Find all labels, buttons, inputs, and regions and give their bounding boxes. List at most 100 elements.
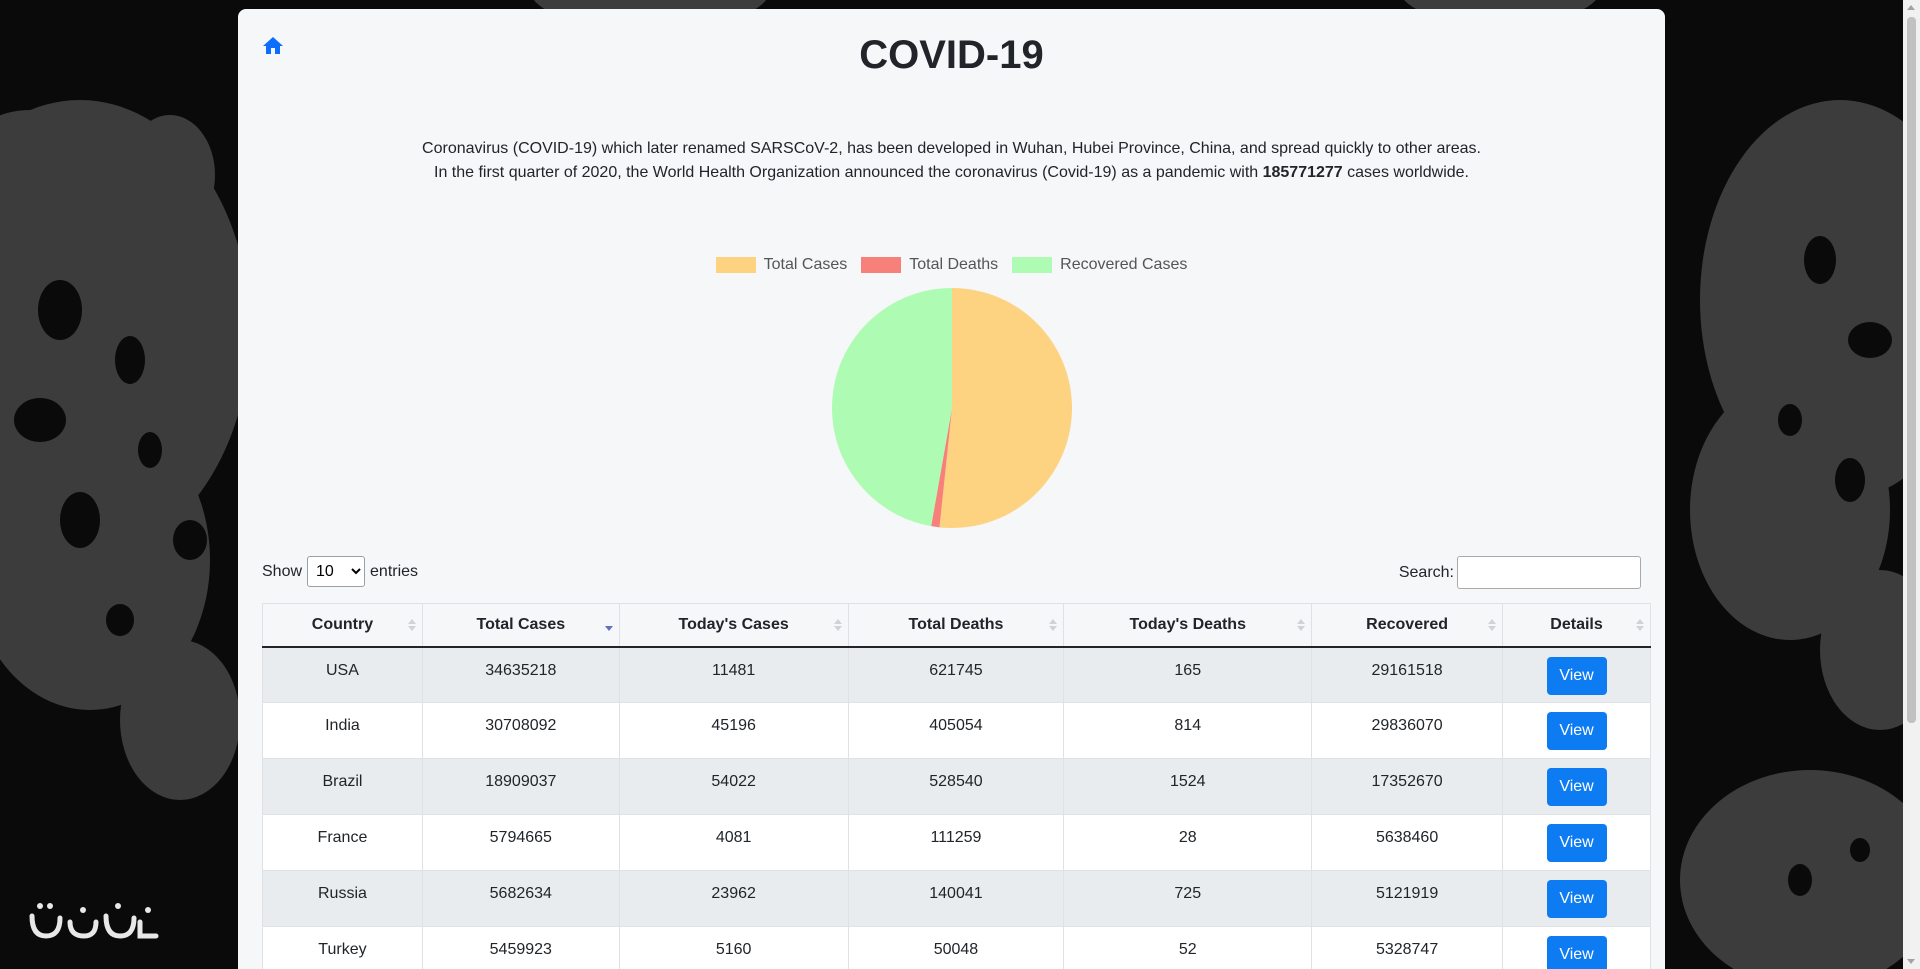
table-cell: 5638460 [1311, 814, 1504, 871]
table-row: India 30708092 45196 405054 814 29836070 View [262, 702, 1651, 759]
scroll-up-arrow-icon[interactable] [1907, 5, 1915, 10]
legend-item[interactable]: Total Deaths [861, 256, 998, 274]
table-search: Search: [1399, 556, 1641, 589]
legend-swatch [1012, 257, 1053, 273]
details-cell: View [1502, 758, 1651, 815]
table-cell: 165 [1063, 646, 1313, 703]
table-cell: 17352670 [1311, 758, 1504, 815]
legend-item[interactable]: Recovered Cases [1012, 256, 1187, 274]
table-cell: Russia [262, 870, 423, 927]
sort-both-icon [1488, 619, 1497, 631]
scroll-down-arrow-icon[interactable] [1907, 959, 1915, 964]
sort-both-icon [1049, 619, 1058, 631]
legend-item[interactable]: Total Cases [715, 256, 848, 274]
column-header-today-s-deaths[interactable]: Today's Deaths [1063, 603, 1313, 648]
details-cell: View [1502, 926, 1651, 969]
table-row: Turkey 5459923 5160 50048 52 5328747 View [262, 926, 1651, 969]
table-cell: 30708092 [421, 702, 620, 759]
view-button[interactable]: View [1546, 824, 1607, 862]
view-button[interactable]: View [1546, 768, 1607, 806]
table-cell: 28 [1063, 814, 1313, 871]
table-cell: 5121919 [1311, 870, 1504, 927]
pie-slice-total-cases[interactable] [939, 288, 1072, 528]
intro-line-2-suffix: cases worldwide. [1347, 164, 1469, 181]
table-cell: 1524 [1063, 758, 1313, 815]
table-cell: Turkey [262, 926, 423, 969]
table-cell: 23962 [618, 870, 849, 927]
column-header-details[interactable]: Details [1502, 603, 1651, 648]
column-header-label: Total Deaths [908, 615, 1004, 633]
table-cell: 5682634 [421, 870, 620, 927]
countries-table: Country Total Cases Today's Cases Total Dea… [262, 603, 1651, 969]
chart-legend: Total Cases Total Deaths Recovered Cases [238, 256, 1665, 274]
home-icon[interactable] [262, 35, 284, 55]
details-cell: View [1502, 814, 1651, 871]
intro-text: Coronavirus (COVID-19) which later renam… [238, 137, 1665, 185]
column-header-recovered[interactable]: Recovered [1311, 603, 1504, 648]
column-header-label: Details [1550, 615, 1603, 633]
column-header-country[interactable]: Country [262, 603, 423, 648]
table-cell: USA [262, 646, 423, 703]
search-input[interactable] [1457, 556, 1641, 589]
legend-label: Total Deaths [909, 256, 999, 273]
table-header-row: Country Total Cases Today's Cases Total Dea… [262, 603, 1651, 648]
table-cell: France [262, 814, 423, 871]
scrollbar-thumb[interactable] [1907, 17, 1916, 723]
intro-line-2: In the first quarter of 2020, the World … [238, 161, 1665, 185]
watermark-logo [29, 903, 159, 939]
main-card: COVID-19 Coronavirus (COVID-19) which la… [238, 9, 1665, 969]
table-cell: 52 [1063, 926, 1313, 969]
table-row: USA 34635218 11481 621745 165 29161518 View [262, 646, 1651, 703]
view-button[interactable]: View [1546, 656, 1607, 695]
legend-label: Total Cases [763, 256, 848, 273]
table-cell: 4081 [618, 814, 849, 871]
pie-slice-recovered-cases[interactable] [832, 288, 952, 527]
table-cell: 5160 [618, 926, 849, 969]
table-row: Brazil 18909037 54022 528540 1524 17352670 Vie… [262, 758, 1651, 815]
table-cell: 621745 [847, 646, 1065, 703]
sort-both-icon [833, 619, 842, 631]
page-scrollbar[interactable] [1903, 0, 1920, 969]
table-cell: 5794665 [421, 814, 620, 871]
table-cell: 405054 [847, 702, 1065, 759]
worldwide-cases-count: 185771277 [1262, 164, 1343, 181]
details-cell: View [1502, 702, 1651, 759]
page-title: COVID-19 [859, 33, 1044, 77]
table-cell: 45196 [618, 702, 849, 759]
column-header-today-s-cases[interactable]: Today's Cases [618, 603, 849, 648]
table-cell: 50048 [847, 926, 1065, 969]
legend-swatch [715, 257, 756, 273]
table-cell: 34635218 [421, 646, 620, 703]
details-cell: View [1502, 646, 1651, 703]
column-header-label: Today's Cases [678, 615, 789, 633]
column-header-total-deaths[interactable]: Total Deaths [847, 603, 1065, 648]
table-body: USA 34635218 11481 621745 165 29161518 View Ind… [262, 646, 1651, 969]
column-header-total-cases[interactable]: Total Cases [421, 603, 620, 648]
pie-slice-total-deaths[interactable] [931, 408, 952, 528]
table-cell: 54022 [618, 758, 849, 815]
entries-length-select[interactable]: 10 [307, 556, 366, 587]
entries-label: entries [370, 562, 419, 580]
sort-desc-icon [604, 626, 613, 631]
column-header-label: Today's Deaths [1129, 615, 1246, 633]
column-header-label: Recovered [1366, 615, 1448, 633]
table-cell: 5459923 [421, 926, 620, 969]
sort-both-icon [1636, 619, 1644, 631]
search-label: Search: [1398, 563, 1454, 581]
table-cell: 814 [1063, 702, 1313, 759]
table-cell: Brazil [262, 758, 423, 815]
intro-line-1: Coronavirus (COVID-19) which later renam… [422, 140, 1481, 157]
table-cell: 29836070 [1311, 702, 1504, 759]
table-cell: India [262, 702, 423, 759]
table-row: France 5794665 4081 111259 28 5638460 View [262, 814, 1651, 871]
column-header-label: Country [311, 615, 374, 633]
view-button[interactable]: View [1546, 936, 1607, 969]
table-cell: 528540 [847, 758, 1065, 815]
legend-label: Recovered Cases [1060, 256, 1188, 273]
view-button[interactable]: View [1546, 880, 1607, 918]
legend-swatch [861, 257, 902, 273]
sort-both-icon [1297, 619, 1306, 631]
table-cell: 725 [1063, 870, 1313, 927]
view-button[interactable]: View [1546, 712, 1607, 750]
table-cell: 18909037 [421, 758, 620, 815]
